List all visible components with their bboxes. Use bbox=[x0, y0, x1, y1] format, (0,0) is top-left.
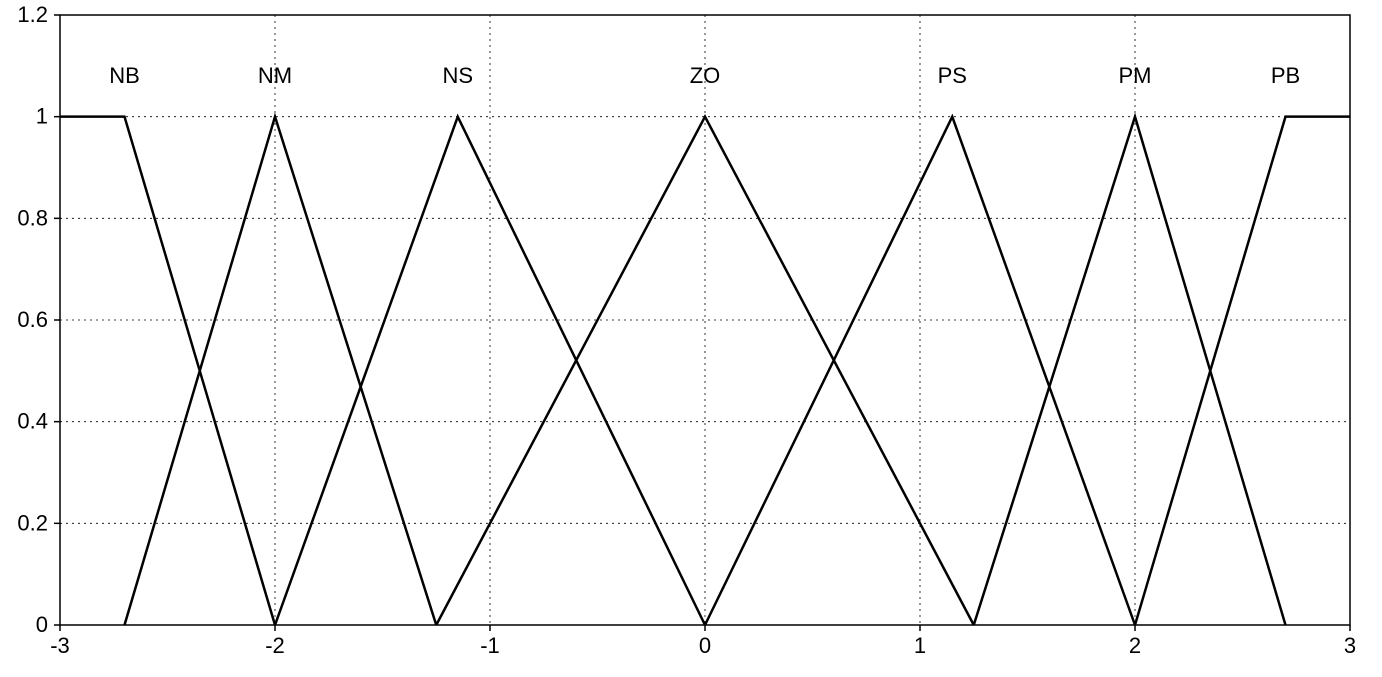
mf-line-nm bbox=[125, 117, 437, 625]
mf-label-ps: PS bbox=[938, 63, 967, 88]
x-tick-label: -3 bbox=[50, 633, 70, 658]
mf-label-ns: NS bbox=[442, 63, 473, 88]
x-tick-label: -1 bbox=[480, 633, 500, 658]
y-tick-label: 0 bbox=[36, 612, 48, 637]
y-tick-label: 1 bbox=[36, 104, 48, 129]
mf-label-zo: ZO bbox=[690, 63, 721, 88]
x-tick-label: 0 bbox=[699, 633, 711, 658]
y-tick-label: 0.6 bbox=[17, 307, 48, 332]
mf-label-nb: NB bbox=[109, 63, 140, 88]
y-tick-label: 0.4 bbox=[17, 409, 48, 434]
mf-label-pm: PM bbox=[1119, 63, 1152, 88]
x-tick-label: 1 bbox=[914, 633, 926, 658]
mf-label-nm: NM bbox=[258, 63, 292, 88]
y-tick-label: 0.8 bbox=[17, 205, 48, 230]
mf-line-nb bbox=[60, 117, 275, 625]
y-tick-label: 1.2 bbox=[17, 2, 48, 27]
y-tick-label: 0.2 bbox=[17, 510, 48, 535]
x-tick-label: -2 bbox=[265, 633, 285, 658]
chart-svg: -3 -2 -1 0 1 2 3 0 0.2 0.4 0.6 0.8 1 1.2 NB NM NS ZO PS PM P… bbox=[0, 0, 1382, 677]
mf-line-pm bbox=[974, 117, 1286, 625]
mf-line-pb bbox=[1135, 117, 1350, 625]
mf-label-pb: PB bbox=[1271, 63, 1300, 88]
x-tick-label: 3 bbox=[1344, 633, 1356, 658]
x-tick-label: 2 bbox=[1129, 633, 1141, 658]
membership-function-chart: -3 -2 -1 0 1 2 3 0 0.2 0.4 0.6 0.8 1 1.2 NB NM NS ZO PS PM P… bbox=[0, 0, 1382, 677]
